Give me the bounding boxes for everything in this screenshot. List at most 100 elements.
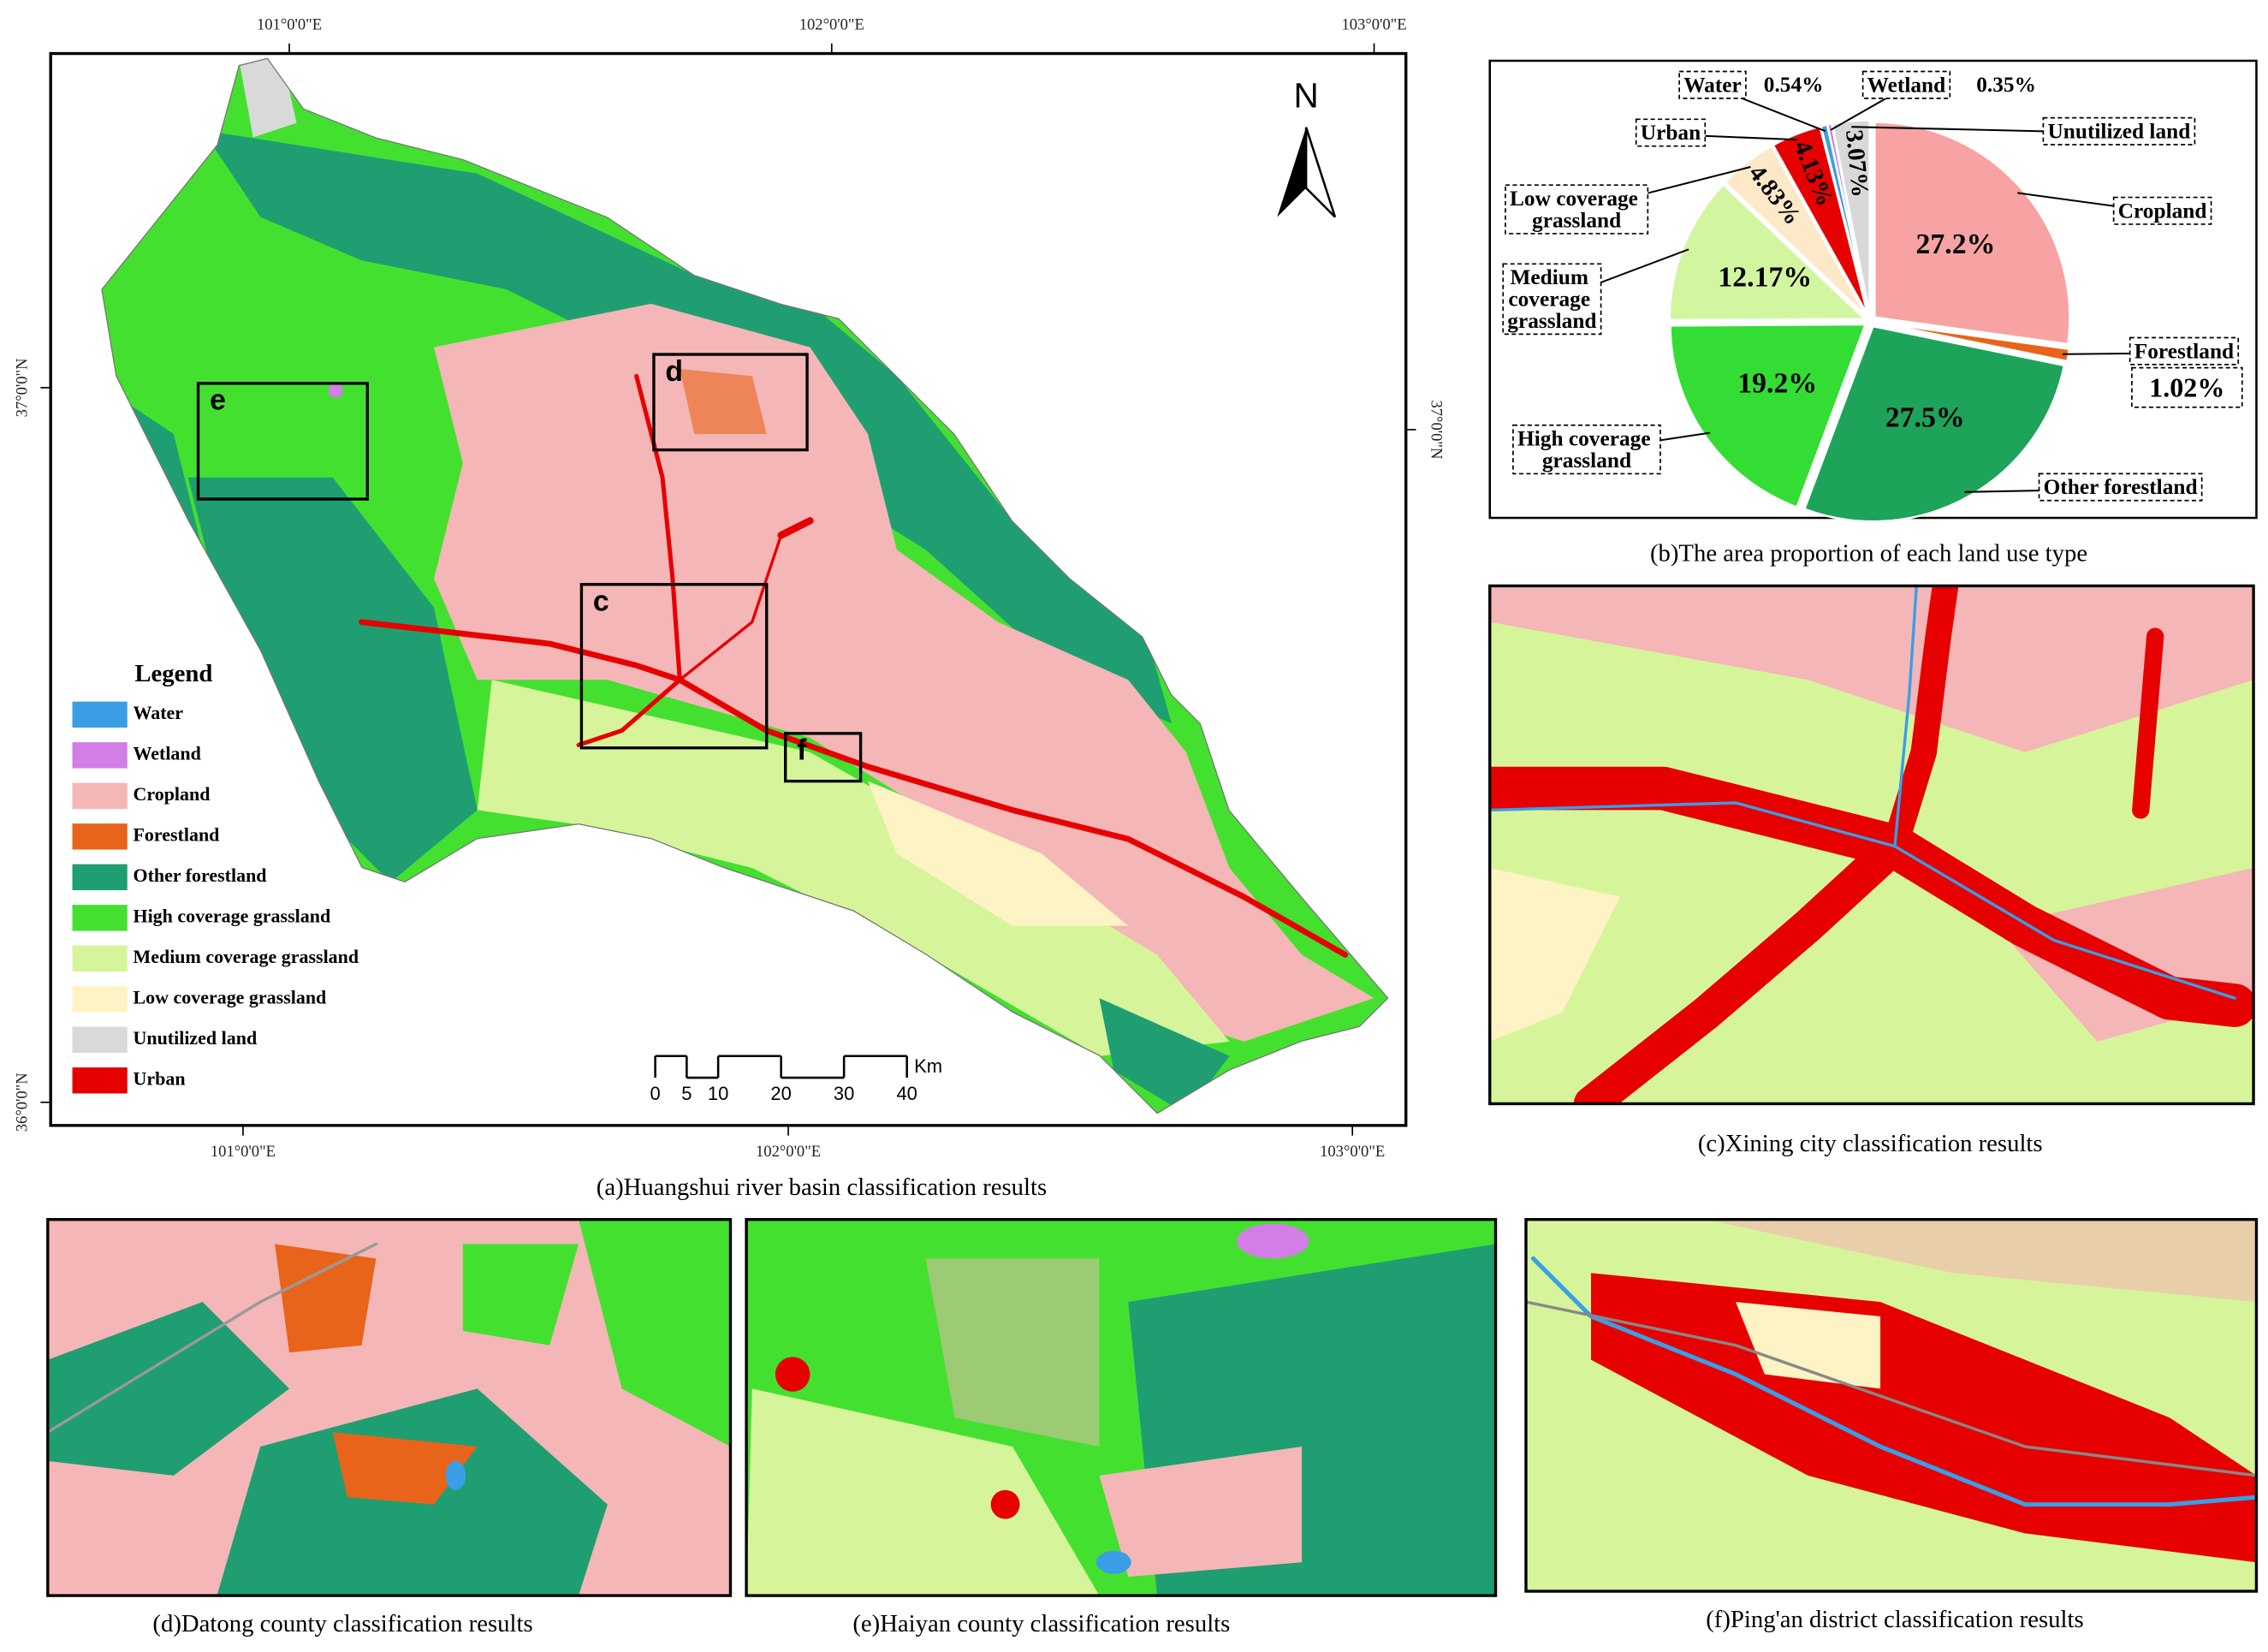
line-feature — [678, 533, 783, 681]
slice-value: 1.02% — [2149, 372, 2224, 403]
pie-callouts: Cropland Forestland 1.02% Other forestland H… — [1502, 70, 2243, 502]
label-box — [1678, 70, 1747, 99]
land-patch — [1489, 868, 1620, 1042]
north-label: N — [1293, 76, 1318, 116]
legend-swatch — [72, 945, 128, 972]
pie-caption: (b)The area proportion of each land use … — [1650, 540, 2087, 568]
legend-title: Legend — [134, 660, 212, 687]
pie-slice — [1802, 324, 2066, 523]
detail-panel — [47, 1219, 731, 1596]
land-patch — [477, 680, 1230, 1056]
slice-name: Forestland — [2134, 339, 2234, 363]
slice-value: 0.35% — [1976, 73, 2036, 97]
land-patch — [187, 477, 478, 882]
slice-value: 0.54% — [1764, 73, 1824, 97]
shape: coverage — [1508, 287, 1595, 311]
land-patch — [1489, 585, 2254, 752]
inset-letter: e — [210, 384, 226, 417]
panel-frame — [745, 1217, 1498, 1597]
longitude-label: 101°0'0"E — [211, 1143, 276, 1161]
legend-label: Unutilized land — [134, 1027, 258, 1049]
line-feature — [634, 373, 682, 682]
shape: Other forestland — [2044, 475, 2198, 499]
detail-panel — [746, 1219, 1496, 1596]
legend-swatch — [72, 864, 128, 891]
inset-box — [652, 353, 809, 452]
legend-swatch — [72, 701, 128, 728]
detail-panels — [46, 584, 2259, 1597]
label-box — [2131, 366, 2243, 408]
label-box — [1502, 263, 1602, 336]
latitude-label: 37°0'0"N — [13, 358, 31, 417]
scale-unit: Km — [914, 1055, 942, 1077]
label-box — [2128, 336, 2240, 365]
slice-value: 12.17% — [1718, 261, 1812, 293]
legend-label: Water — [134, 702, 184, 723]
pie: 27.2%27.5%19.2%12.17%4.83%4.13% 3.07% — [1668, 119, 2071, 523]
land-patch — [1707, 1219, 2257, 1303]
land-patch — [680, 368, 767, 435]
land-patch — [579, 1219, 731, 1447]
panel-frame — [1524, 1217, 2259, 1593]
label-box — [2038, 472, 2203, 502]
legend-label: Low coverage grassland — [134, 986, 327, 1007]
shape: Forestland — [2134, 339, 2234, 363]
line-feature — [576, 677, 682, 747]
map-caption: (a)Huangshui river basin classification … — [597, 1174, 1047, 1201]
longitude-label: 103°0'0"E — [1320, 1143, 1385, 1161]
panel-caption: (c)Xining city classification results — [1698, 1130, 2043, 1157]
legend-label: Other forestland — [134, 865, 267, 886]
pie-slice — [1669, 323, 1867, 509]
line-feature — [1573, 829, 1913, 1104]
line-feature — [1893, 585, 1918, 848]
longitude-label: 101°0'0"E — [257, 16, 322, 34]
scale-label: 20 — [770, 1083, 791, 1104]
shape: Wetland — [1867, 73, 1946, 97]
land-patch — [1099, 1447, 1303, 1578]
scale-label: 5 — [681, 1083, 692, 1104]
label-box — [2042, 116, 2196, 146]
scale-label: 30 — [834, 1083, 854, 1104]
inset-box — [196, 382, 369, 501]
slice-value: 19.2% — [1737, 368, 1817, 400]
slice-name: Unutilized land — [2047, 119, 2190, 143]
land-patch — [445, 1460, 466, 1490]
slice-name: Medium coverage grassland — [1507, 265, 1596, 333]
labels: e d c f 101°0'0"E 102°0'0"E 103°0'0"E 101°0'0"E… — [13, 16, 2258, 1637]
land-patch — [925, 1258, 1100, 1447]
legend-label: Cropland — [134, 783, 211, 805]
legend-label: Urban — [134, 1067, 186, 1089]
land-patch — [775, 1357, 810, 1392]
pie-slice — [1831, 119, 1871, 316]
slice-name: Wetland — [1867, 73, 1946, 97]
slice-name: High coverage grassland — [1517, 426, 1656, 472]
slice-name: Urban — [1641, 121, 1701, 145]
longitude-label: 103°0'0"E — [1341, 16, 1406, 34]
land-patch — [1736, 1302, 1881, 1389]
legend-swatch — [72, 782, 128, 810]
panel-frame — [1488, 584, 2255, 1106]
pie-slice — [1723, 144, 1868, 318]
slice-name: Cropland — [2118, 199, 2207, 223]
label-box — [1505, 184, 1649, 235]
legend-label: Forestland — [134, 823, 220, 845]
land-patch — [746, 1388, 1100, 1596]
legend-label: Wetland — [134, 742, 201, 764]
land-patch — [328, 383, 343, 398]
legend-swatch — [72, 1067, 128, 1094]
inset-box — [784, 732, 863, 783]
slice-name: Water — [1683, 73, 1742, 97]
label-box — [1635, 118, 1707, 147]
legend-swatch — [72, 905, 128, 931]
label-box — [1512, 424, 1661, 475]
shape: High coverage — [1517, 426, 1656, 450]
pie-slice — [1668, 182, 1868, 322]
north-arrow — [1304, 127, 1337, 218]
shape: Cropland — [2118, 199, 2207, 223]
inset-letter: c — [593, 585, 609, 618]
legend-label: Medium coverage grassland — [134, 946, 359, 967]
slice-value: 3.07% — [1840, 128, 1873, 199]
line-feature — [2132, 627, 2164, 819]
legend-swatch — [72, 986, 128, 1013]
